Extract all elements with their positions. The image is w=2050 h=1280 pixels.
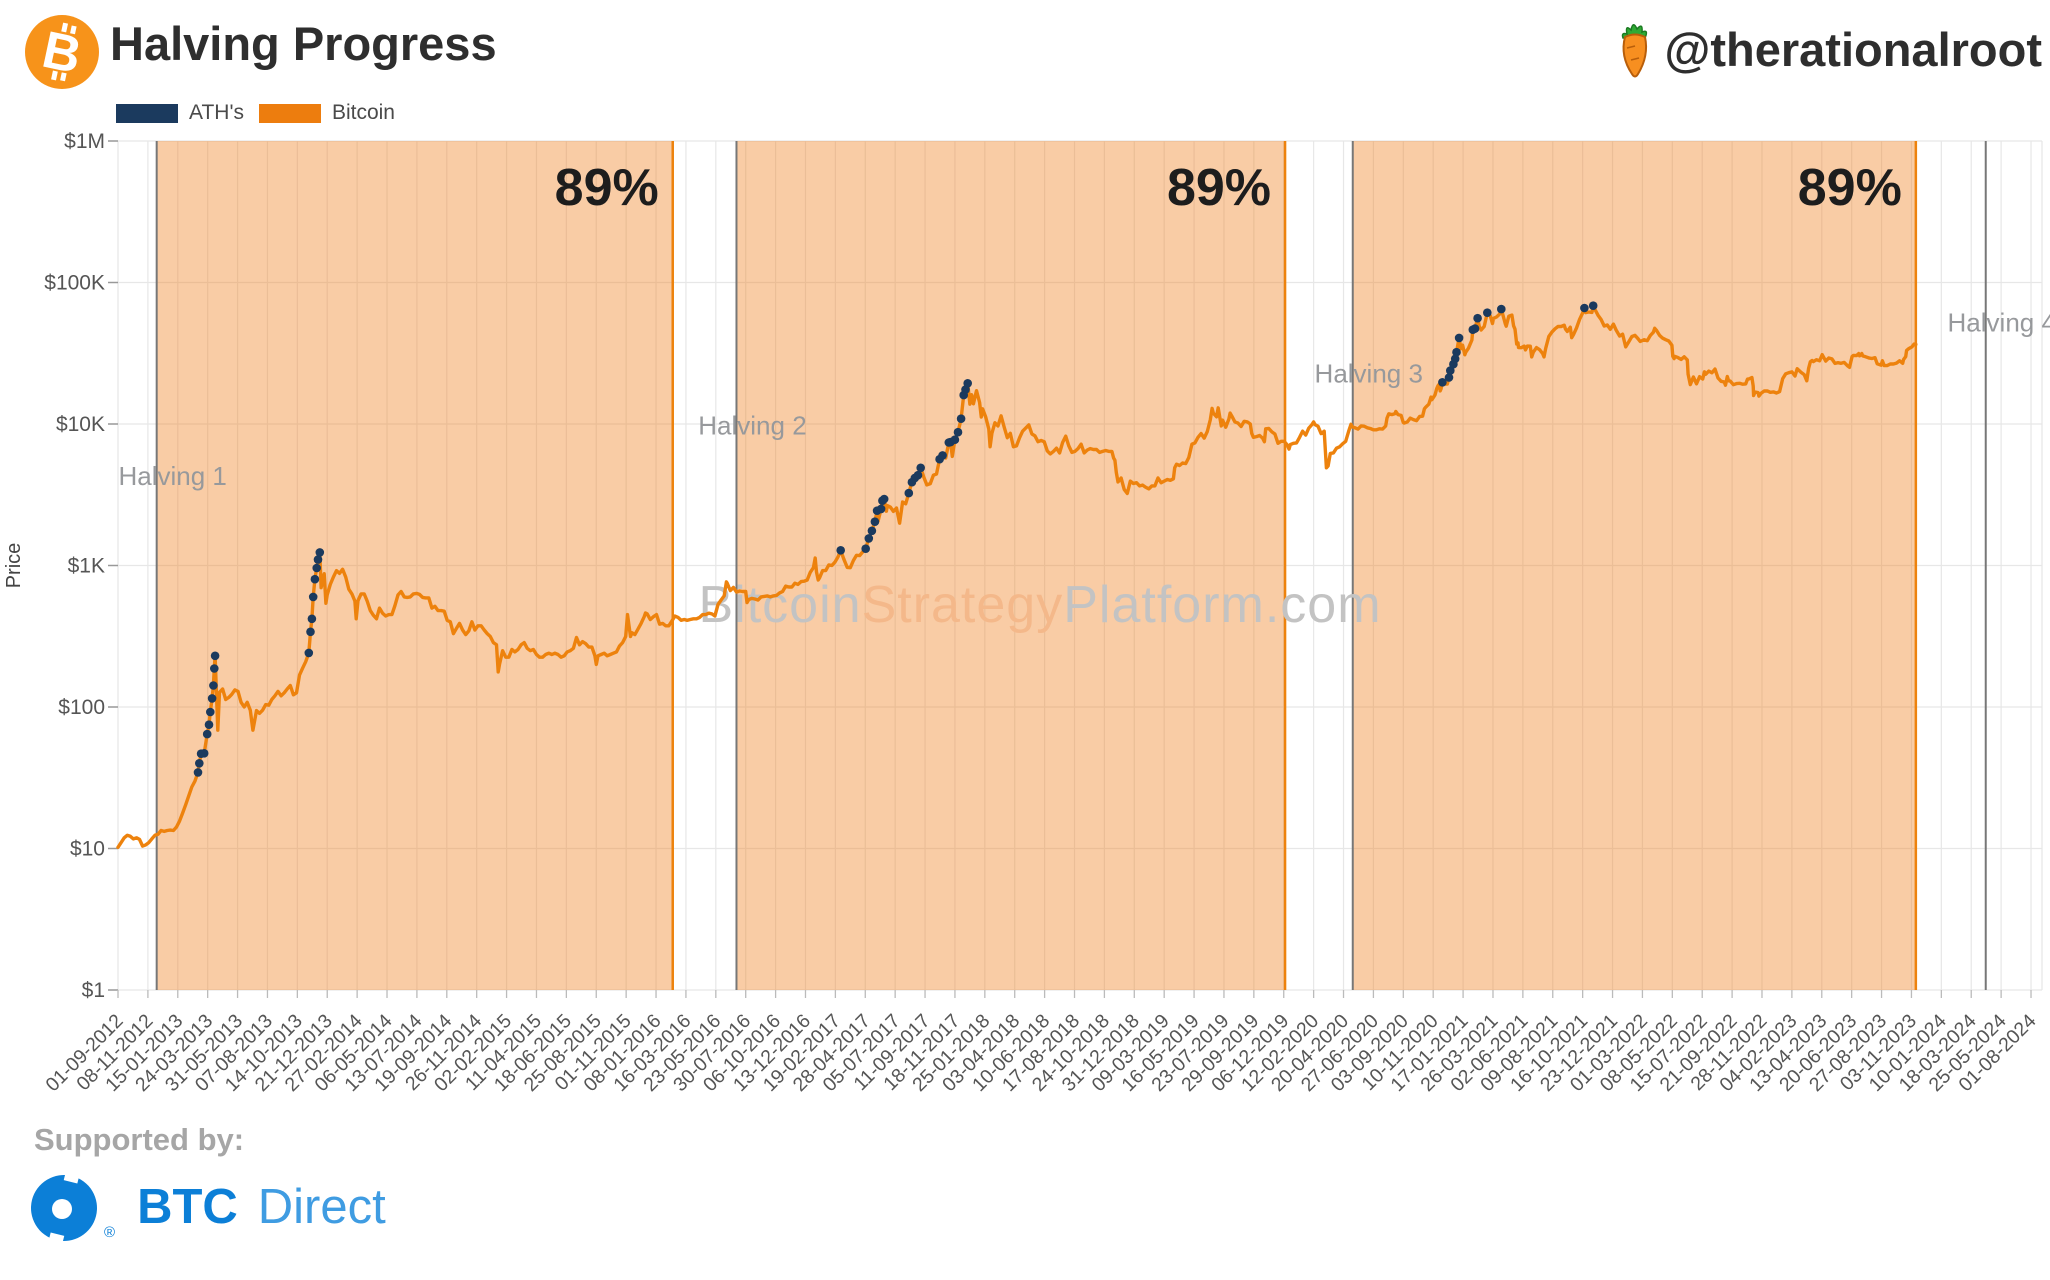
bitcoin-price-line [116,304,1918,849]
svg-text:BitcoinStrategyPlatform.com: BitcoinStrategyPlatform.com [698,576,1381,634]
svg-text:89%: 89% [555,159,659,217]
svg-text:$1K: $1K [68,555,105,578]
author-credit: @therationalroot [1613,18,2042,80]
registered-mark: ® [104,1224,116,1241]
ath-legend-swatch [116,103,178,123]
btcdirect-logo: ® BTC Direct [26,1168,386,1244]
bitcoin-logo-icon: B [25,15,99,89]
svg-text:$10: $10 [70,838,105,861]
axes: $1$10$100$1K$10K$100K$1MPrice01-09-20120… [3,130,2041,1096]
svg-text:Halving 2: Halving 2 [698,411,806,441]
brand-direct: Direct [257,1180,386,1234]
halving-epoch-bands: 89% 89% 89% [156,141,1918,990]
gridlines [117,140,2043,991]
page-title: Halving Progress [110,17,497,70]
watermark: BitcoinStrategyPlatform.com [698,576,1381,634]
bitcoin-legend-swatch [258,103,321,123]
svg-text:Halving 3: Halving 3 [1315,359,1423,389]
btcdirect-coin-icon [31,1169,97,1244]
bitcoin-legend-label: Bitcoin [331,101,395,124]
brand-btc: BTC [137,1180,238,1234]
svg-text:Price: Price [3,543,25,589]
svg-text:Halving 1: Halving 1 [118,461,226,491]
svg-text:$100K: $100K [44,272,105,295]
ath-legend-label: ATH's [189,101,244,124]
carrot-icon [1621,24,1647,78]
svg-text:$1: $1 [82,979,105,1002]
supported-by-label: Supported by: [34,1122,245,1157]
author-handle: @therationalroot [1664,22,2042,76]
svg-text:89%: 89% [1167,159,1271,217]
svg-text:Halving 4: Halving 4 [1948,308,2050,338]
chart-legend: ATH's Bitcoin [116,101,410,125]
ath-dots [193,301,1598,777]
svg-text:$10K: $10K [56,413,105,436]
svg-text:89%: 89% [1798,159,1902,217]
svg-text:$1M: $1M [64,130,105,153]
halving-markers: Halving 1 Halving 2 Halving 3 Halving 4 [118,141,2050,990]
svg-text:$100: $100 [58,696,105,719]
